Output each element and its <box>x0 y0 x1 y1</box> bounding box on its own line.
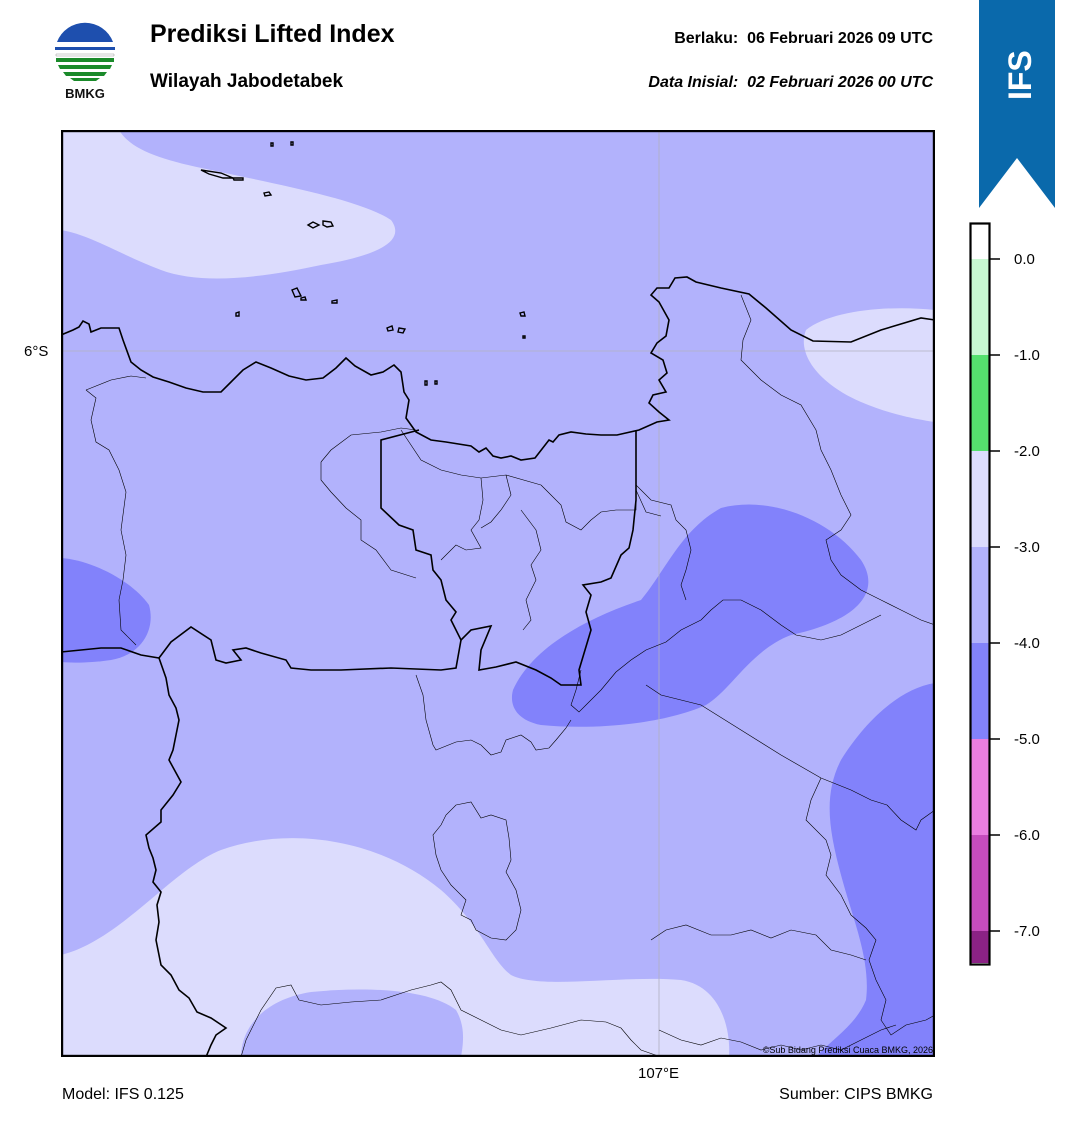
regency-borders <box>85 294 935 1057</box>
colorbar-segment <box>971 451 989 547</box>
colorbar-segment <box>971 643 989 739</box>
colorbar-segment <box>971 355 989 451</box>
colorbar-legend: 0.0 -1.0 -2.0 -3.0 -4.0 -5.0 -6.0 -7.0 <box>960 222 1068 968</box>
source-info: Sumber: CIPS BMKG <box>779 1086 933 1103</box>
province-border-south <box>145 657 228 1057</box>
lat-label: 6°S <box>24 343 49 360</box>
colorbar-frame <box>969 222 991 966</box>
map-panel: ©Sub Bidang Prediksi Cuaca BMKG, 2026 <box>60 129 936 1058</box>
map-frame <box>60 129 936 1058</box>
colorbar-tick-label: -6.0 <box>1014 827 1040 844</box>
colorbar-tick-label: 0.0 <box>1014 251 1035 268</box>
jakarta-border <box>460 430 637 686</box>
colorbar-segment <box>971 259 989 355</box>
province-border <box>61 429 462 671</box>
contour-mid-bottom <box>241 989 464 1057</box>
model-info: Model: IFS 0.125 <box>62 1086 184 1103</box>
contour-light-south <box>61 838 730 1057</box>
colorbar-segment <box>971 739 989 835</box>
lon-label: 107°E <box>638 1065 680 1082</box>
colorbar-tick-label: -5.0 <box>1014 731 1040 748</box>
contour-dark-center <box>511 504 869 727</box>
colorbar-tick-label: -1.0 <box>1014 347 1040 364</box>
valid-time: Berlaku: 06 Februari 2026 09 UTC <box>674 30 933 48</box>
model-ribbon: IFS <box>979 0 1055 208</box>
colorbar-tick-label: -4.0 <box>1014 635 1040 652</box>
contour-light-ne <box>803 308 935 422</box>
islands <box>200 141 526 386</box>
colorbar-tick-label: -3.0 <box>1014 539 1040 556</box>
colorbar-segment <box>971 547 989 643</box>
init-label: Data Inisial: <box>648 74 739 91</box>
init-time: Data Inisial: 02 Februari 2026 00 UTC <box>648 74 933 92</box>
contour-dark-west <box>61 558 151 663</box>
page-title: Prediksi Lifted Index <box>150 20 395 48</box>
region-subtitle: Wilayah Jabodetabek <box>150 71 344 92</box>
contour-light-nw <box>61 130 396 279</box>
valid-label: Berlaku: <box>674 30 739 47</box>
logo-text: BMKG <box>65 86 105 101</box>
colorbar-segment <box>971 225 989 259</box>
init-value: 02 Februari 2026 00 UTC <box>747 74 933 91</box>
valid-value: 06 Februari 2026 09 UTC <box>747 30 933 47</box>
coastline <box>61 276 935 461</box>
bmkg-logo: BMKG <box>52 20 118 102</box>
colorbar-segment <box>971 931 989 963</box>
colorbar-segment <box>971 835 989 931</box>
ribbon-text: IFS <box>1002 50 1038 100</box>
contour-dark-east <box>816 683 935 1057</box>
colorbar-tick-label: -7.0 <box>1014 923 1040 940</box>
map-credit: ©Sub Bidang Prediksi Cuaca BMKG, 2026 <box>763 1045 933 1055</box>
colorbar-tick-label: -2.0 <box>1014 443 1040 460</box>
